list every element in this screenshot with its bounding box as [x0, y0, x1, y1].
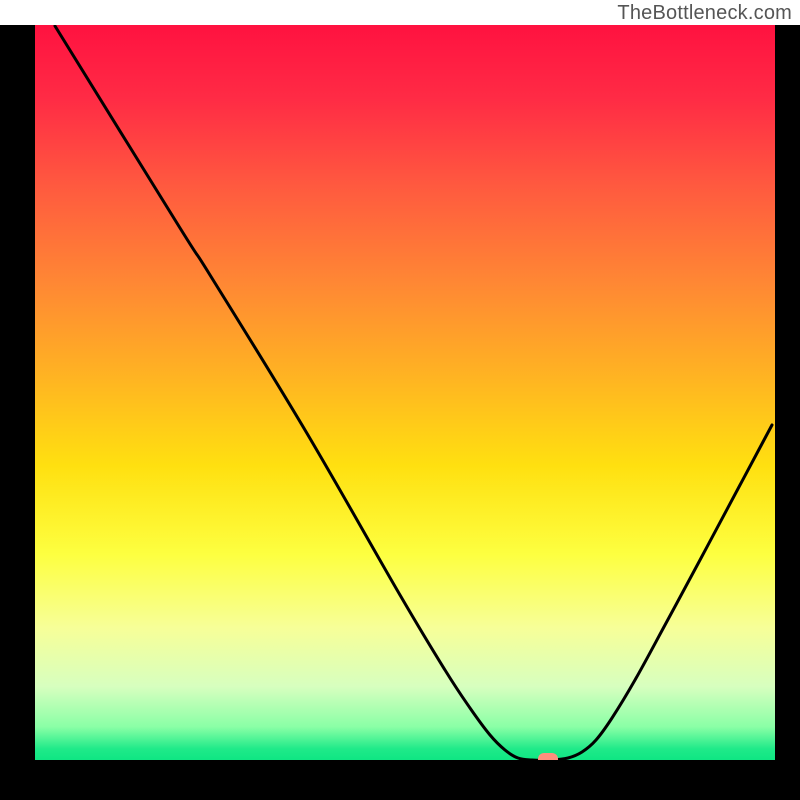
chart-root: TheBottleneck.com — [0, 0, 800, 800]
chart-background — [35, 25, 775, 760]
bottleneck-chart — [0, 0, 800, 800]
watermark-label: TheBottleneck.com — [617, 2, 792, 25]
